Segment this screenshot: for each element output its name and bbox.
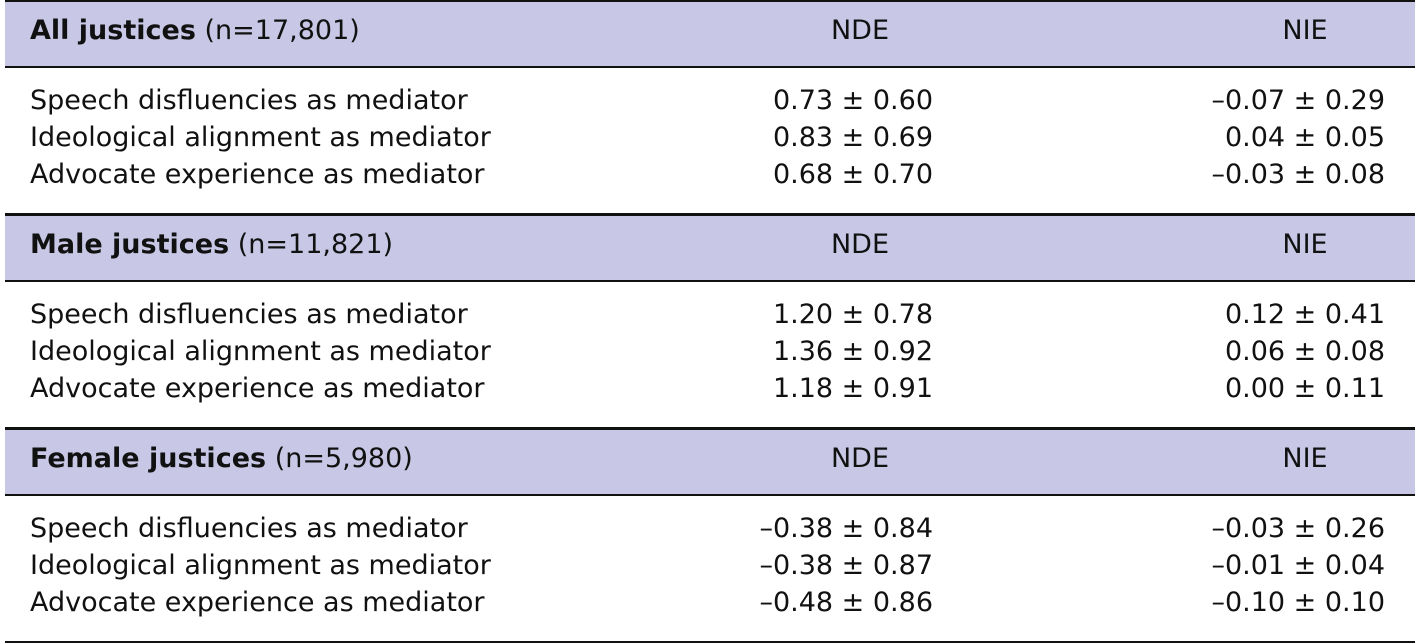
table-row: Advocate experience as mediator 0.68 ± 0… — [5, 159, 1415, 196]
nde-value: 1.18 ± 0.91 — [772, 373, 933, 404]
table-row: Ideological alignment as mediator –0.38 … — [5, 550, 1415, 587]
nie-column-header: NIE — [1282, 15, 1328, 46]
results-table: All justices (n=17,801) NDE NIE Speech d… — [5, 0, 1415, 643]
row-label: Speech disfluencies as mediator — [30, 85, 468, 116]
nie-value: –0.07 ± 0.29 — [1211, 85, 1385, 116]
section-title: Male justices (n=11,821) — [30, 229, 393, 260]
nie-value: –0.03 ± 0.08 — [1211, 159, 1385, 190]
table-row: Speech disfluencies as mediator 1.20 ± 0… — [5, 299, 1415, 336]
nde-value: 0.73 ± 0.60 — [772, 85, 933, 116]
nde-value: –0.38 ± 0.84 — [759, 513, 933, 544]
section-header: Female justices (n=5,980) NDE NIE — [5, 427, 1415, 496]
nde-value: –0.48 ± 0.86 — [759, 587, 933, 618]
section-title: Female justices (n=5,980) — [30, 443, 413, 474]
table-row: Advocate experience as mediator –0.48 ± … — [5, 587, 1415, 624]
row-label: Speech disfluencies as mediator — [30, 299, 468, 330]
section-body: Speech disfluencies as mediator 0.73 ± 0… — [5, 68, 1415, 213]
table-row: Speech disfluencies as mediator 0.73 ± 0… — [5, 85, 1415, 122]
row-label: Advocate experience as mediator — [30, 587, 485, 618]
nde-column-header: NDE — [830, 443, 890, 474]
section-header: All justices (n=17,801) NDE NIE — [5, 0, 1415, 68]
row-label: Speech disfluencies as mediator — [30, 513, 468, 544]
nde-value: 0.83 ± 0.69 — [772, 122, 933, 153]
nie-value: –0.01 ± 0.04 — [1211, 550, 1385, 581]
nde-column-header: NDE — [830, 229, 890, 260]
section-female-justices: Female justices (n=5,980) NDE NIE Speech… — [5, 427, 1415, 641]
group-count: (n=17,801) — [204, 15, 360, 46]
section-body: Speech disfluencies as mediator 1.20 ± 0… — [5, 282, 1415, 427]
row-label: Ideological alignment as mediator — [30, 550, 491, 581]
group-count: (n=11,821) — [237, 229, 394, 260]
group-count: (n=5,980) — [274, 443, 413, 474]
nde-column-header: NDE — [830, 15, 890, 46]
nie-value: –0.10 ± 0.10 — [1211, 587, 1385, 618]
table-row: Advocate experience as mediator 1.18 ± 0… — [5, 373, 1415, 410]
section-title: All justices (n=17,801) — [30, 15, 360, 46]
nie-column-header: NIE — [1282, 229, 1328, 260]
section-header: Male justices (n=11,821) NDE NIE — [5, 213, 1415, 282]
group-name: All justices — [30, 15, 196, 46]
table-row: Ideological alignment as mediator 1.36 ±… — [5, 336, 1415, 373]
row-label: Ideological alignment as mediator — [30, 336, 491, 367]
nie-value: –0.03 ± 0.26 — [1211, 513, 1385, 544]
nie-value: 0.06 ± 0.08 — [1224, 336, 1385, 367]
section-body: Speech disfluencies as mediator –0.38 ± … — [5, 496, 1415, 641]
table-row: Speech disfluencies as mediator –0.38 ± … — [5, 513, 1415, 550]
nde-value: 1.20 ± 0.78 — [772, 299, 933, 330]
group-name: Female justices — [30, 443, 267, 474]
nde-value: 0.68 ± 0.70 — [772, 159, 933, 190]
nie-column-header: NIE — [1282, 443, 1328, 474]
nde-value: 1.36 ± 0.92 — [772, 336, 933, 367]
section-male-justices: Male justices (n=11,821) NDE NIE Speech … — [5, 213, 1415, 427]
nie-value: 0.04 ± 0.05 — [1224, 122, 1385, 153]
nie-value: 0.00 ± 0.11 — [1224, 373, 1385, 404]
row-label: Ideological alignment as mediator — [30, 122, 491, 153]
section-all-justices: All justices (n=17,801) NDE NIE Speech d… — [5, 0, 1415, 213]
row-label: Advocate experience as mediator — [30, 373, 485, 404]
nde-value: –0.38 ± 0.87 — [759, 550, 933, 581]
nie-value: 0.12 ± 0.41 — [1224, 299, 1385, 330]
table-row: Ideological alignment as mediator 0.83 ±… — [5, 122, 1415, 159]
group-name: Male justices — [30, 229, 230, 260]
row-label: Advocate experience as mediator — [30, 159, 485, 190]
